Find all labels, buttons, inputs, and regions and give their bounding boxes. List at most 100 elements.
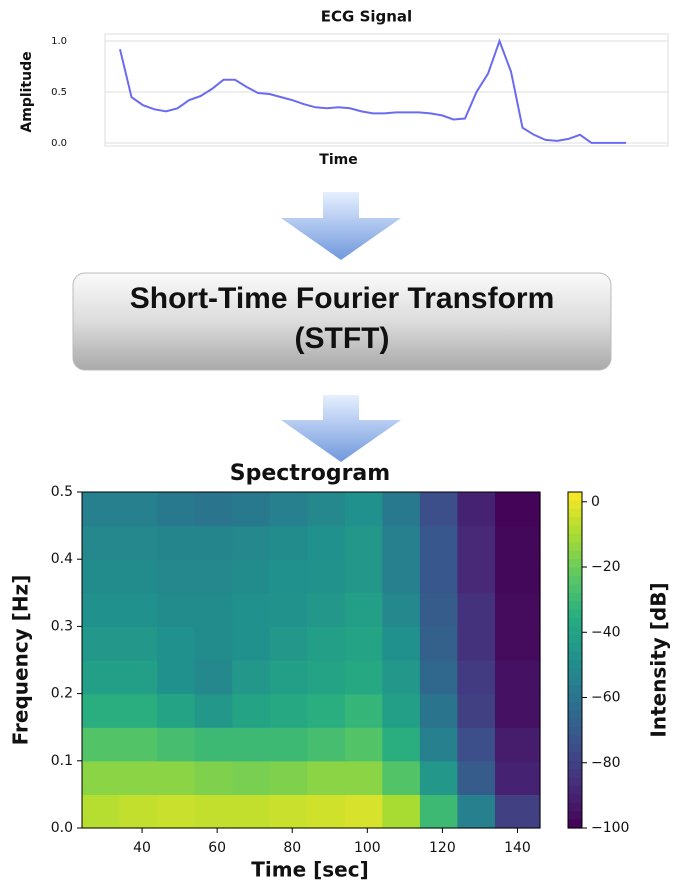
colorbar-segment <box>568 601 582 611</box>
y-axis-label: Frequency [Hz] <box>9 575 33 746</box>
heatmap-cell <box>119 727 158 762</box>
colorbar-segment <box>568 769 582 779</box>
heatmap-cell <box>82 626 121 661</box>
heatmap-cell <box>419 660 458 695</box>
process-box <box>72 272 612 371</box>
heatmap-cell <box>157 492 196 527</box>
heatmap-cell <box>269 559 308 594</box>
colorbar-segment <box>568 710 582 720</box>
heatmap-cell <box>119 660 158 695</box>
colorbar-segment <box>568 752 582 762</box>
heatmap-cell <box>307 559 346 594</box>
heatmap-cell <box>269 693 308 728</box>
heatmap-cell <box>119 559 158 594</box>
heatmap-cell <box>495 794 541 829</box>
colorbar-segment <box>568 794 582 804</box>
heatmap-cell <box>194 592 233 627</box>
heatmap-cell <box>232 559 271 594</box>
y-tick-label: 0.5 <box>51 484 73 500</box>
colorbar-segment <box>568 744 582 753</box>
heatmap-cell <box>307 592 346 627</box>
heatmap-cell <box>344 626 383 661</box>
heatmap-cell <box>119 760 158 795</box>
heatmap-cell <box>269 794 308 829</box>
heatmap-cell <box>119 794 158 829</box>
heatmap-cell <box>232 794 271 829</box>
heatmap-cell <box>307 760 346 795</box>
heatmap-cell <box>82 660 121 695</box>
colorbar-segment <box>568 550 582 560</box>
heatmap-cell <box>232 660 271 695</box>
colorbar-segment <box>568 525 582 535</box>
heatmap-cell <box>232 727 271 762</box>
colorbar-segment <box>568 760 582 770</box>
heatmap-cell <box>232 525 271 560</box>
heatmap-cell <box>457 760 496 795</box>
colorbar-segment <box>568 542 582 552</box>
heatmap-cell <box>382 626 421 661</box>
colorbar-label: Intensity [dB] <box>647 582 671 737</box>
heatmap-cell <box>307 794 346 829</box>
colorbar-segment <box>568 500 582 510</box>
heatmap-cell <box>495 727 541 762</box>
heatmap-cell <box>344 794 383 829</box>
colorbar-segment <box>568 517 582 527</box>
heatmap-cell <box>307 660 346 695</box>
heatmap-cell <box>457 660 496 695</box>
heatmap-cell <box>194 626 233 661</box>
y-tick-label: 0.4 <box>51 551 73 567</box>
x-axis-label: Time [sec] <box>251 858 368 882</box>
colorbar-segment <box>568 685 582 695</box>
x-tick-label: 120 <box>429 840 456 856</box>
heatmap-cell <box>194 559 233 594</box>
heatmap-cell <box>232 626 271 661</box>
y-tick-label: 1.0 <box>51 36 67 47</box>
arrow <box>281 192 401 260</box>
heatmap-cell <box>269 525 308 560</box>
x-tick-label: 100 <box>354 840 381 856</box>
heatmap-cell <box>307 693 346 728</box>
heatmap-cell <box>495 592 541 627</box>
heatmap-cell <box>194 693 233 728</box>
colorbar-tick-label: 0 <box>591 494 600 510</box>
heatmap-cell <box>269 760 308 795</box>
heatmap-cell <box>382 525 421 560</box>
heatmap-cell <box>157 559 196 594</box>
heatmap-cell <box>119 626 158 661</box>
heatmap-cell <box>382 693 421 728</box>
heatmap-cell <box>232 592 271 627</box>
heatmap-cell <box>382 794 421 829</box>
y-axis-label: Amplitude <box>19 51 35 132</box>
heatmap-cell <box>82 693 121 728</box>
heatmap-cell <box>307 492 346 527</box>
heatmap-cell <box>419 525 458 560</box>
y-tick-label: 0.0 <box>51 138 67 149</box>
colorbar-segment <box>568 592 582 602</box>
plot-frame <box>104 33 669 147</box>
heatmap-cell <box>344 559 383 594</box>
colorbar-segment <box>568 508 582 518</box>
heatmap-cell <box>419 559 458 594</box>
heatmap-cell <box>194 525 233 560</box>
heatmap-cell <box>495 660 541 695</box>
heatmap-cell <box>344 592 383 627</box>
heatmap-cell <box>307 525 346 560</box>
heatmap-cell <box>157 727 196 762</box>
heatmap-cell <box>82 492 121 527</box>
process-sublabel: (STFT) <box>295 322 390 355</box>
heatmap-cell <box>495 525 541 560</box>
heatmap-cell <box>344 525 383 560</box>
x-axis-label: Time <box>319 152 357 168</box>
colorbar-segment <box>568 668 582 678</box>
colorbar-tick-label: −40 <box>591 624 621 640</box>
colorbar-segment <box>568 651 582 661</box>
heatmap-cell <box>419 760 458 795</box>
heatmap-cell <box>232 760 271 795</box>
colorbar-segment <box>568 802 582 812</box>
colorbar-segment <box>568 702 582 711</box>
heatmap-cell <box>457 592 496 627</box>
colorbar-segment <box>568 693 582 703</box>
heatmap-cell <box>495 693 541 728</box>
colorbar-segment <box>568 727 582 737</box>
